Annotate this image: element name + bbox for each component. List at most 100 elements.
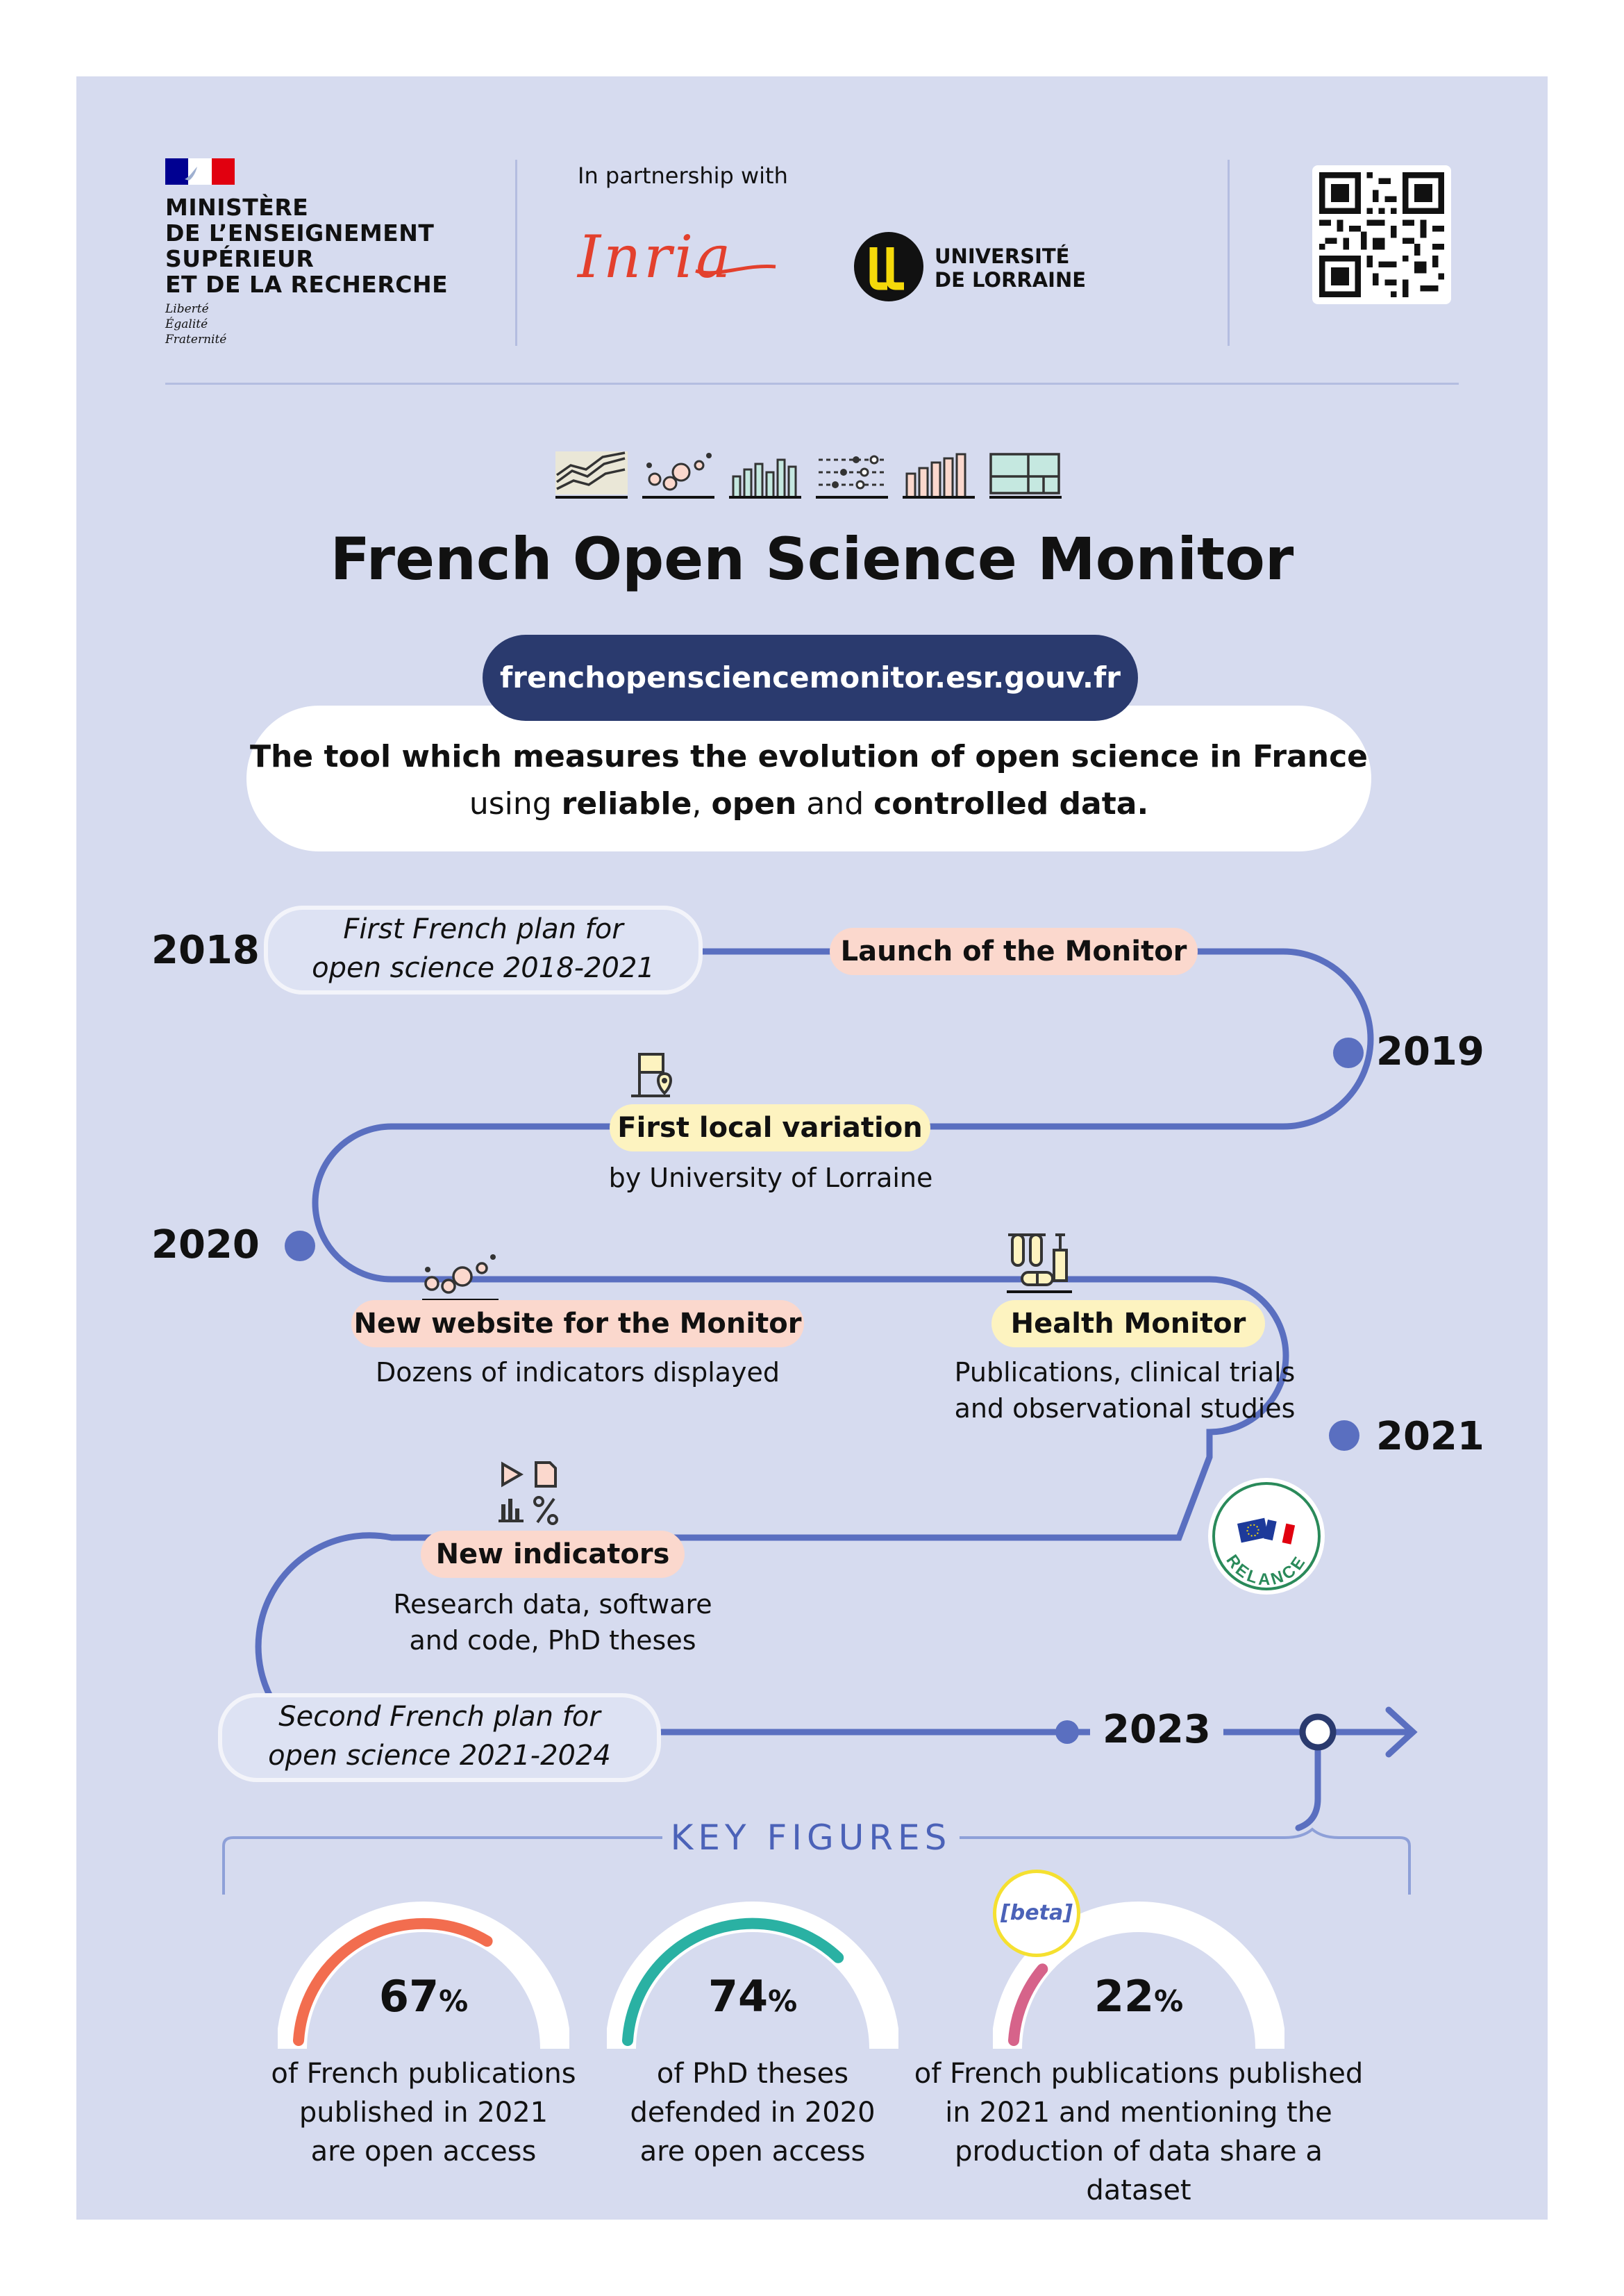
- kf-label-2: of PhD theses defended in 2020 are open …: [579, 2054, 926, 2171]
- plan1-line-2: open science 2018-2021: [312, 952, 655, 984]
- tagline-reliable: reliable: [561, 786, 692, 822]
- kf-value-3: 22%: [1028, 1971, 1250, 2022]
- beta-label: [beta]: [1001, 1901, 1073, 1925]
- new-indicators-sub-line-1: Research data, software: [393, 1589, 712, 1620]
- stacked-bar-icon: [903, 453, 975, 499]
- new-indicators-sub: Research data, software and code, PhD th…: [337, 1586, 768, 1658]
- bar-chart-icon: [729, 458, 801, 499]
- lorraine-ll-logo-icon: [854, 232, 923, 301]
- year-2019: 2019: [1376, 1029, 1484, 1074]
- timeline-dot-2023: [1055, 1720, 1079, 1744]
- relance-top-text: FRANCE: [1204, 1474, 1290, 1478]
- gauge-1-fill: [293, 1918, 493, 2046]
- kf-label-3: of French publications published in 2021…: [910, 2054, 1368, 2210]
- lorraine-line-1: UNIVERSITÉ: [935, 244, 1070, 268]
- bubble-chart-icon: [642, 453, 714, 499]
- inria-logo: Inria: [578, 222, 779, 292]
- gauge-1: [278, 1902, 569, 2049]
- line-chart-icon: [555, 451, 628, 499]
- plan2-line-1: Second French plan for: [278, 1701, 601, 1733]
- year-2018: 2018: [151, 928, 260, 973]
- header-divider-left: [515, 160, 517, 346]
- ministry-line-3: SUPÉRIEUR: [165, 245, 315, 272]
- ministry-line-4: ET DE LA RECHERCHE: [165, 271, 449, 298]
- new-indicators-sub-line-2: and code, PhD theses: [409, 1625, 696, 1656]
- new-indicators-icon: [499, 1461, 558, 1525]
- timeline-dot-2020: [285, 1231, 315, 1261]
- inria-logo-text: Inria: [578, 223, 734, 291]
- ministry-line-1: MINISTÈRE: [165, 194, 309, 221]
- kf-label-1-line-3: are open access: [310, 2136, 537, 2168]
- new-indicators-pill: New indicators: [421, 1531, 685, 1578]
- header-divider-right: [1228, 160, 1230, 346]
- year-2020: 2020: [151, 1222, 260, 1267]
- treemap-icon: [989, 453, 1062, 499]
- partnership-label: In partnership with: [578, 163, 788, 189]
- url-pill[interactable]: frenchopensciencemonitor.esr.gouv.fr: [483, 635, 1138, 721]
- motto-liberte: Liberté: [165, 302, 209, 316]
- health-monitor-pill: Health Monitor: [991, 1300, 1265, 1347]
- key-figures-bracket: [222, 1827, 1411, 1895]
- header-separator: [165, 383, 1459, 385]
- health-lab-icon: [1007, 1233, 1072, 1293]
- kf-label-2-line-1: of PhD theses: [656, 2058, 849, 2090]
- tagline-controlled: controlled data.: [873, 786, 1149, 822]
- tagline-line-2: using reliable, open and controlled data…: [246, 783, 1371, 825]
- health-sub-line-1: Publications, clinical trials: [954, 1357, 1296, 1388]
- gauge-3: [993, 1902, 1284, 2049]
- local-variation-pill: First local variation: [610, 1104, 930, 1151]
- motto-egalite: Égalité: [165, 317, 208, 331]
- plan-2018-2021: First French plan for open science 2018-…: [264, 906, 703, 995]
- inria-swoosh-icon: [695, 264, 776, 275]
- poster: MINISTÈRE DE L’ENSEIGNEMENT SUPÉRIEUR ET…: [76, 76, 1548, 2220]
- tagline-line-1: The tool which measures the evolution of…: [249, 739, 1368, 774]
- marianne-flag-icon: [165, 158, 235, 185]
- kf-label-2-line-2: defended in 2020: [630, 2097, 876, 2129]
- kf-label-1-line-1: of French publications: [271, 2058, 576, 2090]
- gauge-2-fill: [622, 1918, 844, 2046]
- gauge-3-fill: [1008, 1963, 1048, 2046]
- local-variation-sub: by University of Lorraine: [608, 1163, 933, 1193]
- ministry-line-2: DE L’ENSEIGNEMENT: [165, 219, 435, 247]
- year-2023: 2023: [1090, 1707, 1223, 1752]
- tagline-comma: ,: [692, 786, 712, 822]
- motto-fraternite: Fraternité: [165, 333, 227, 347]
- dot-plot-icon: [816, 455, 888, 499]
- page-title: French Open Science Monitor: [330, 525, 1294, 593]
- kf-value-1-unit: %: [439, 1984, 469, 2018]
- timeline-dot-2019: [1333, 1038, 1364, 1068]
- plan2-line-2: open science 2021-2024: [268, 1740, 611, 1772]
- key-figures-title: KEY FIGURES: [670, 1817, 952, 1858]
- health-sub-line-2: and observational studies: [954, 1393, 1296, 1424]
- plan-2021-2024: Second French plan for open science 2021…: [218, 1693, 661, 1782]
- kf-value-3-number: 22: [1094, 1971, 1155, 2022]
- map-flag-icon: [631, 1053, 672, 1097]
- timeline-path: [255, 936, 1418, 1831]
- kf-value-2-number: 74: [708, 1971, 769, 2022]
- kf-label-3-line-2: in 2021 and mentioning the: [945, 2097, 1332, 2129]
- qr-code[interactable]: [1312, 165, 1451, 304]
- qr-code-icon: [1319, 172, 1444, 297]
- launch-monitor-pill: Launch of the Monitor: [830, 928, 1198, 975]
- new-website-sub: Dozens of indicators displayed: [375, 1357, 780, 1388]
- tagline-using: using: [469, 786, 562, 822]
- tagline-box: [246, 706, 1371, 851]
- year-2021: 2021: [1376, 1414, 1484, 1459]
- france-relance-badge: FRANCE RELANCE: [1204, 1474, 1325, 1595]
- kf-value-2: 74%: [642, 1971, 864, 2022]
- kf-value-1: 67%: [312, 1971, 535, 2022]
- kf-label-1-line-2: published in 2021: [299, 2097, 549, 2129]
- kf-label-3-line-3: production of data share a dataset: [955, 2136, 1323, 2206]
- timeline-current-marker: [1299, 1713, 1337, 1751]
- kf-value-2-unit: %: [768, 1984, 798, 2018]
- kf-value-3-unit: %: [1154, 1984, 1184, 2018]
- plan1-line-1: First French plan for: [343, 913, 623, 945]
- tagline-open: open: [711, 786, 797, 822]
- lorraine-line-2: DE LORRAINE: [935, 268, 1087, 292]
- lorraine-logo: UNIVERSITÉ DE LORRAINE: [853, 231, 1089, 307]
- eu-flag-icon: [1237, 1517, 1269, 1543]
- ministry-logo: MINISTÈRE DE L’ENSEIGNEMENT SUPÉRIEUR ET…: [165, 158, 448, 367]
- timeline-dot-2021: [1329, 1420, 1359, 1451]
- gauge-2: [607, 1902, 898, 2049]
- health-sub: Publications, clinical trials and observ…: [896, 1354, 1354, 1426]
